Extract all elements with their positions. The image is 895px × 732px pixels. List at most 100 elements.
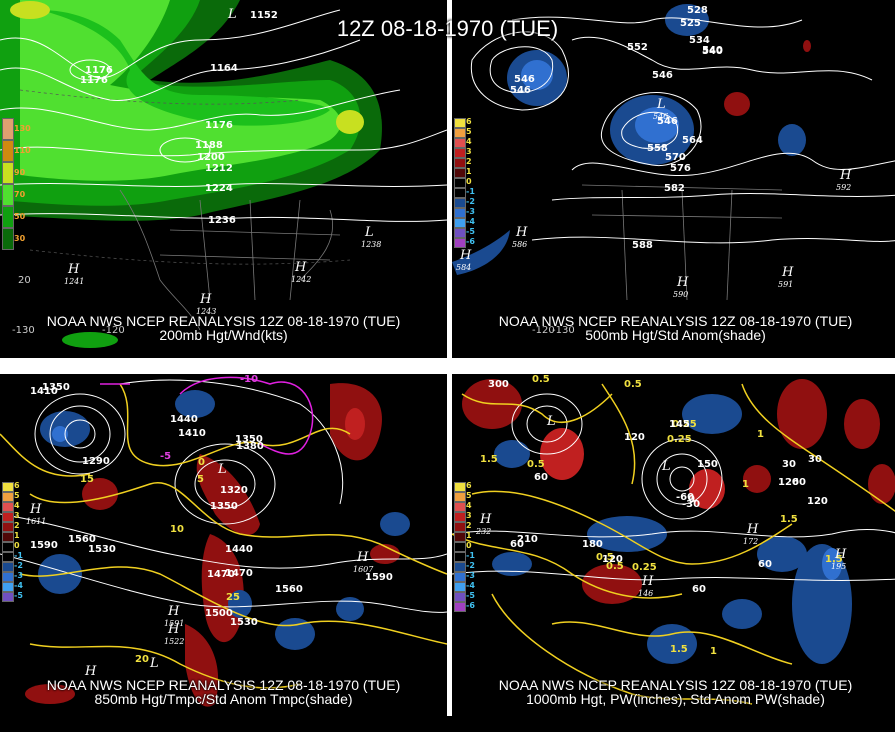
high-pressure-marker: H 1241 bbox=[64, 262, 84, 286]
contour-label: 60 bbox=[534, 472, 548, 483]
contour-label: 1 bbox=[757, 429, 764, 440]
contour-label: 558 bbox=[647, 143, 668, 154]
contour-label: 5 bbox=[197, 474, 204, 485]
legend-swatch: -3 bbox=[2, 571, 23, 582]
contour-label: 150 bbox=[697, 459, 718, 470]
legend-label: 110 bbox=[14, 146, 31, 155]
contour-label: 15 bbox=[80, 474, 94, 485]
map-1000mb bbox=[452, 379, 895, 705]
legend-swatch: -1 bbox=[454, 551, 475, 562]
high-pressure-marker: H 232 bbox=[476, 512, 491, 536]
contour-label: -5 bbox=[160, 451, 172, 462]
marker-letter: L bbox=[228, 7, 237, 22]
marker-value: 1238 bbox=[361, 240, 382, 249]
contour-label: 534 bbox=[689, 35, 710, 46]
legend-swatch: 0 bbox=[2, 541, 20, 552]
marker-letter: L bbox=[365, 225, 374, 240]
marker-value: 195 bbox=[831, 562, 847, 571]
contour-label: 180 bbox=[582, 539, 603, 550]
legend-swatch: 130 bbox=[2, 118, 31, 140]
high-pressure-marker: H 1591 bbox=[164, 604, 184, 628]
legend-label: -3 bbox=[14, 571, 23, 580]
legend-label: 30 bbox=[14, 234, 26, 243]
marker-value: 146 bbox=[638, 589, 654, 598]
legend-label: 2 bbox=[466, 157, 472, 166]
legend-swatch: -6 bbox=[454, 237, 475, 248]
marker-letter: L bbox=[150, 656, 159, 671]
marker-value: 1241 bbox=[64, 277, 85, 286]
legend-label: -5 bbox=[14, 591, 23, 600]
legend-850mb: 6 5 4 3 2 1 0 -1 -2 -3 -4 -5 bbox=[2, 481, 23, 602]
contour-label: 1.5 bbox=[780, 514, 798, 525]
high-pressure-marker: H 1607 bbox=[353, 550, 373, 574]
legend-label: -2 bbox=[466, 561, 475, 570]
contour-label: 1236 bbox=[208, 215, 236, 226]
legend-swatch: 4 bbox=[454, 137, 472, 148]
marker-letter: H bbox=[85, 664, 97, 679]
marker-value: 1611 bbox=[26, 517, 47, 526]
marker-value: 1242 bbox=[291, 275, 312, 284]
contour-label: 60 bbox=[692, 584, 706, 595]
contour-label: 30 bbox=[782, 459, 796, 470]
legend-label: 6 bbox=[14, 481, 20, 490]
high-pressure-marker: H 1522 bbox=[164, 622, 184, 646]
marker-value: 172 bbox=[743, 537, 759, 546]
legend-label: -2 bbox=[466, 197, 475, 206]
legend-label: -6 bbox=[466, 237, 475, 246]
axis-label: -120 bbox=[102, 325, 125, 336]
high-pressure-marker: H bbox=[85, 664, 96, 679]
legend-label: -3 bbox=[466, 571, 475, 580]
low-pressure-marker: L bbox=[547, 414, 556, 429]
contour-label: 1410 bbox=[178, 428, 206, 439]
legend-200mb: 130 110 90 70 50 30 bbox=[2, 118, 31, 250]
high-pressure-marker: H 586 bbox=[512, 225, 527, 249]
axis-label: -130 bbox=[12, 325, 35, 336]
contour-label: 0.5 bbox=[606, 561, 624, 572]
contour-label: 60 bbox=[510, 539, 524, 550]
legend-label: 1 bbox=[466, 531, 472, 540]
marker-value: 591 bbox=[778, 280, 794, 289]
marker-letter: H bbox=[835, 547, 847, 562]
marker-value: 1243 bbox=[196, 307, 217, 316]
low-pressure-marker: L bbox=[228, 7, 237, 22]
legend-swatch: 4 bbox=[2, 501, 20, 512]
legend-label: -3 bbox=[466, 207, 475, 216]
marker-letter: L bbox=[662, 459, 671, 474]
contour-label: 1.5 bbox=[480, 454, 498, 465]
contour-label: 120 bbox=[624, 432, 645, 443]
marker-letter: H bbox=[357, 550, 369, 565]
contour-label: 1500 bbox=[205, 608, 233, 619]
marker-letter: H bbox=[295, 260, 307, 275]
high-pressure-marker: H 1242 bbox=[291, 260, 311, 284]
marker-letter: H bbox=[840, 168, 852, 183]
contour-label: 10 bbox=[170, 524, 184, 535]
marker-letter: H bbox=[782, 265, 794, 280]
contour-label: 1560 bbox=[68, 534, 96, 545]
legend-swatch: 0 bbox=[454, 177, 472, 188]
legend-swatch: -1 bbox=[2, 551, 23, 562]
legend-swatch: 4 bbox=[454, 501, 472, 512]
contour-label: 145 bbox=[669, 419, 690, 430]
legend-swatch: -3 bbox=[454, 207, 475, 218]
legend-swatch: 110 bbox=[2, 140, 31, 162]
contour-label: 0 bbox=[688, 494, 695, 505]
marker-value: 1591 bbox=[164, 619, 185, 628]
legend-swatch: 1 bbox=[2, 531, 20, 542]
high-pressure-marker: H 584 bbox=[456, 248, 472, 272]
contour-label: 1.5 bbox=[825, 554, 843, 565]
contour-label: 1440 bbox=[170, 414, 198, 425]
legend-label: -4 bbox=[14, 581, 23, 590]
contour-label: 1590 bbox=[30, 540, 58, 551]
legend-label: 0 bbox=[466, 541, 472, 550]
contour-label: 1.5 bbox=[670, 644, 688, 655]
marker-value: 546 bbox=[653, 112, 669, 121]
contour-label: 300 bbox=[488, 379, 509, 390]
panel-500mb: 6 5 4 3 2 1 0 -1 -2 -3 -4 -5 -6 528 534 540 546 552 546 55… bbox=[452, 0, 895, 358]
legend-swatch: 70 bbox=[2, 184, 25, 206]
marker-letter: L bbox=[218, 462, 227, 477]
marker-letter: H bbox=[460, 248, 472, 263]
legend-label: -1 bbox=[466, 551, 475, 560]
legend-swatch: -2 bbox=[454, 561, 475, 572]
legend-swatch: 3 bbox=[454, 511, 472, 522]
panel-1000mb: 6 5 4 3 2 1 0 -1 -2 -3 -4 -5 -6 0.5 0.5 0.25 1.5 1 0.5 0.2… bbox=[452, 374, 895, 732]
